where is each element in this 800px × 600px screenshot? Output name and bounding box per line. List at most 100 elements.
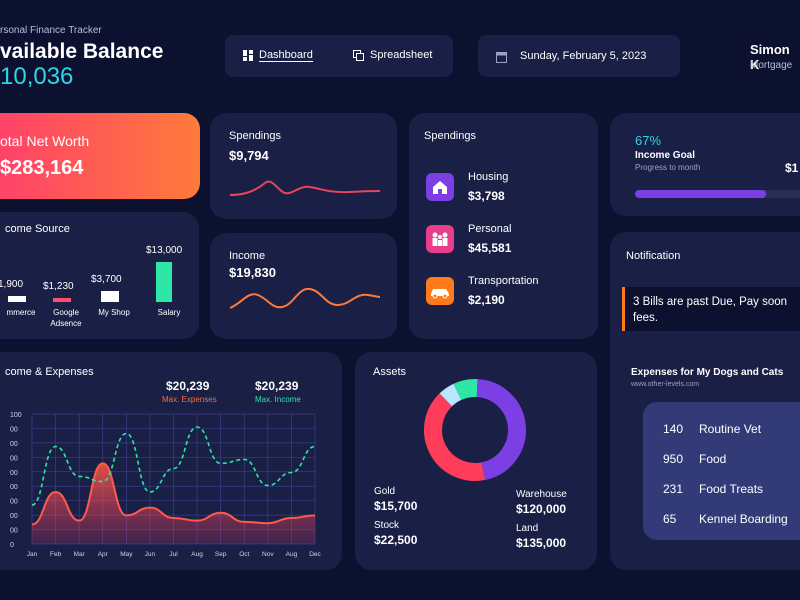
income-sparkline [230,287,380,309]
nav-dashboard-label: Dashboard [259,49,313,62]
y-tick-label: 00 [10,499,18,506]
nav-spreadsheet-label: Spreadsheet [370,49,433,61]
asset-gold-value: $15,700 [374,499,418,513]
income-label: Income [229,250,266,262]
spend-transportation-value: $2,190 [468,293,505,307]
dog-item-vet: 140 Routine Vet [663,422,762,436]
income-card: Income $19,830 [210,233,397,339]
asset-gold: Gold $15,700 [374,486,417,513]
notification-title: Notification [626,250,681,262]
assets-card: Assets Gold $15,700 Stock $22,500 Wareho… [355,352,597,570]
y-tick-label: 00 [10,484,18,491]
asset-stock: Stock $22,500 [374,520,417,547]
x-tick-label: Jan [27,551,38,558]
spendings-value: $9,794 [229,148,269,163]
notification-message-box[interactable]: 3 Bills are past Due, Pay soon fees. [622,287,800,331]
y-tick-label: 00 [10,426,18,433]
dogs-title: Expenses for My Dogs and Cats [631,367,784,378]
balance-value: 10,036 [0,63,74,90]
y-tick-label: 00 [10,513,18,520]
max-expenses-label: Max. Expenses [162,395,217,404]
x-tick-label: Apr [98,551,109,558]
user-name[interactable]: Simon K [750,42,790,72]
income-source-bar [156,262,172,302]
x-tick-label: Aug [286,551,298,558]
income-line [31,426,316,506]
donut-slice [453,379,478,401]
max-income-value: $20,239 [255,379,299,393]
income-source-value: $1,230 [43,281,74,292]
notification-card: Notification 3 Bills are past Due, Pay s… [610,232,800,570]
people-icon [426,225,454,253]
app-title: rsonal Finance Tracker [0,25,102,36]
income-source-title: come Source [5,223,70,235]
x-tick-label: Jun [145,551,156,558]
y-tick-label: 00 [10,528,18,535]
x-tick-label: Dec [309,551,321,558]
income-source-card: come Source 1,900 mmerce $1,230 Google Adse… [0,212,199,339]
nav-spreadsheet[interactable]: Spreadsheet [353,49,432,61]
expenses-area [32,463,315,544]
income-source-value: 1,900 [0,279,24,291]
home-icon [426,173,454,201]
x-tick-label: Jul [169,551,178,558]
expenses-line [31,462,316,526]
spend-transportation-label: Transportation [468,275,539,287]
income-source-value: $13,000 [146,245,183,256]
y-tick-label: 100 [10,412,22,419]
dogs-list: 140 Routine Vet 950 Food 231 Food Treats 65… [643,402,800,540]
x-tick-label: Nov [262,551,274,558]
x-tick-label: Aug [191,551,203,558]
asset-stock-value: $22,500 [374,533,418,547]
income-expenses-title: come & Expenses [5,366,94,378]
assets-title: Assets [373,366,407,378]
income-source-label: My Shop [98,308,130,317]
y-tick-label: 00 [10,455,18,462]
spendings-label: Spendings [229,130,281,142]
dogs-subtitle: www.other-levels.com [631,381,700,388]
income-value: $19,830 [229,265,276,280]
donut-slice [476,379,526,480]
max-income-label: Max. Income [255,395,301,404]
income-source-bar [53,298,71,302]
income-goal-sublabel: Progress to month [635,163,701,172]
income-source-label: mmerce [6,308,36,317]
dog-item-food: 950 Food [663,452,727,466]
user-subtitle: Mortgage [750,60,793,71]
net-worth-card: otal Net Worth $283,164 [0,113,200,199]
x-tick-label: Feb [50,551,62,558]
spend-personal-value: $45,581 [468,241,512,255]
y-tick-label: 00 [10,441,18,448]
asset-stock-label: Stock [374,520,400,531]
asset-warehouse-value: $120,000 [516,502,567,516]
asset-land-value: $135,000 [516,536,567,550]
income-goal-label: Income Goal [635,150,696,161]
income-source-value: $3,700 [91,273,122,285]
net-worth-label: otal Net Worth [0,133,90,149]
x-tick-label: Mar [74,551,86,558]
income-goal-card: 67% Income Goal Progress to month $1 [610,113,800,216]
nav-bar: Dashboard Spreadsheet [225,35,453,77]
spend-housing-value: $3,798 [468,189,505,203]
date-box[interactable]: Sunday, February 5, 2023 [478,35,680,77]
asset-land-label: Land [516,523,539,534]
balance-label: vailable Balance [0,40,164,63]
asset-land: Land $135,000 [516,523,566,550]
max-expenses-value: $20,239 [166,379,210,393]
x-tick-label: Oct [239,551,249,558]
donut-slice [424,393,486,481]
income-source-bar [8,296,26,302]
net-worth-value: $283,164 [0,157,84,179]
asset-warehouse-label: Warehouse [516,489,567,500]
asset-warehouse: Warehouse $120,000 [516,489,567,516]
income-goal-track [635,190,800,198]
spend-personal-label: Personal [468,223,512,235]
dog-item-boarding: 65 Kennel Boarding [663,512,788,526]
date-text: Sunday, February 5, 2023 [520,50,647,62]
copy-icon [353,49,364,61]
nav-dashboard[interactable]: Dashboard [243,49,313,62]
assets-donut [424,379,526,481]
spendings-sparkline [230,180,380,196]
income-expenses-card: come & Expenses $20,239 Max. Expenses $2… [0,352,342,570]
